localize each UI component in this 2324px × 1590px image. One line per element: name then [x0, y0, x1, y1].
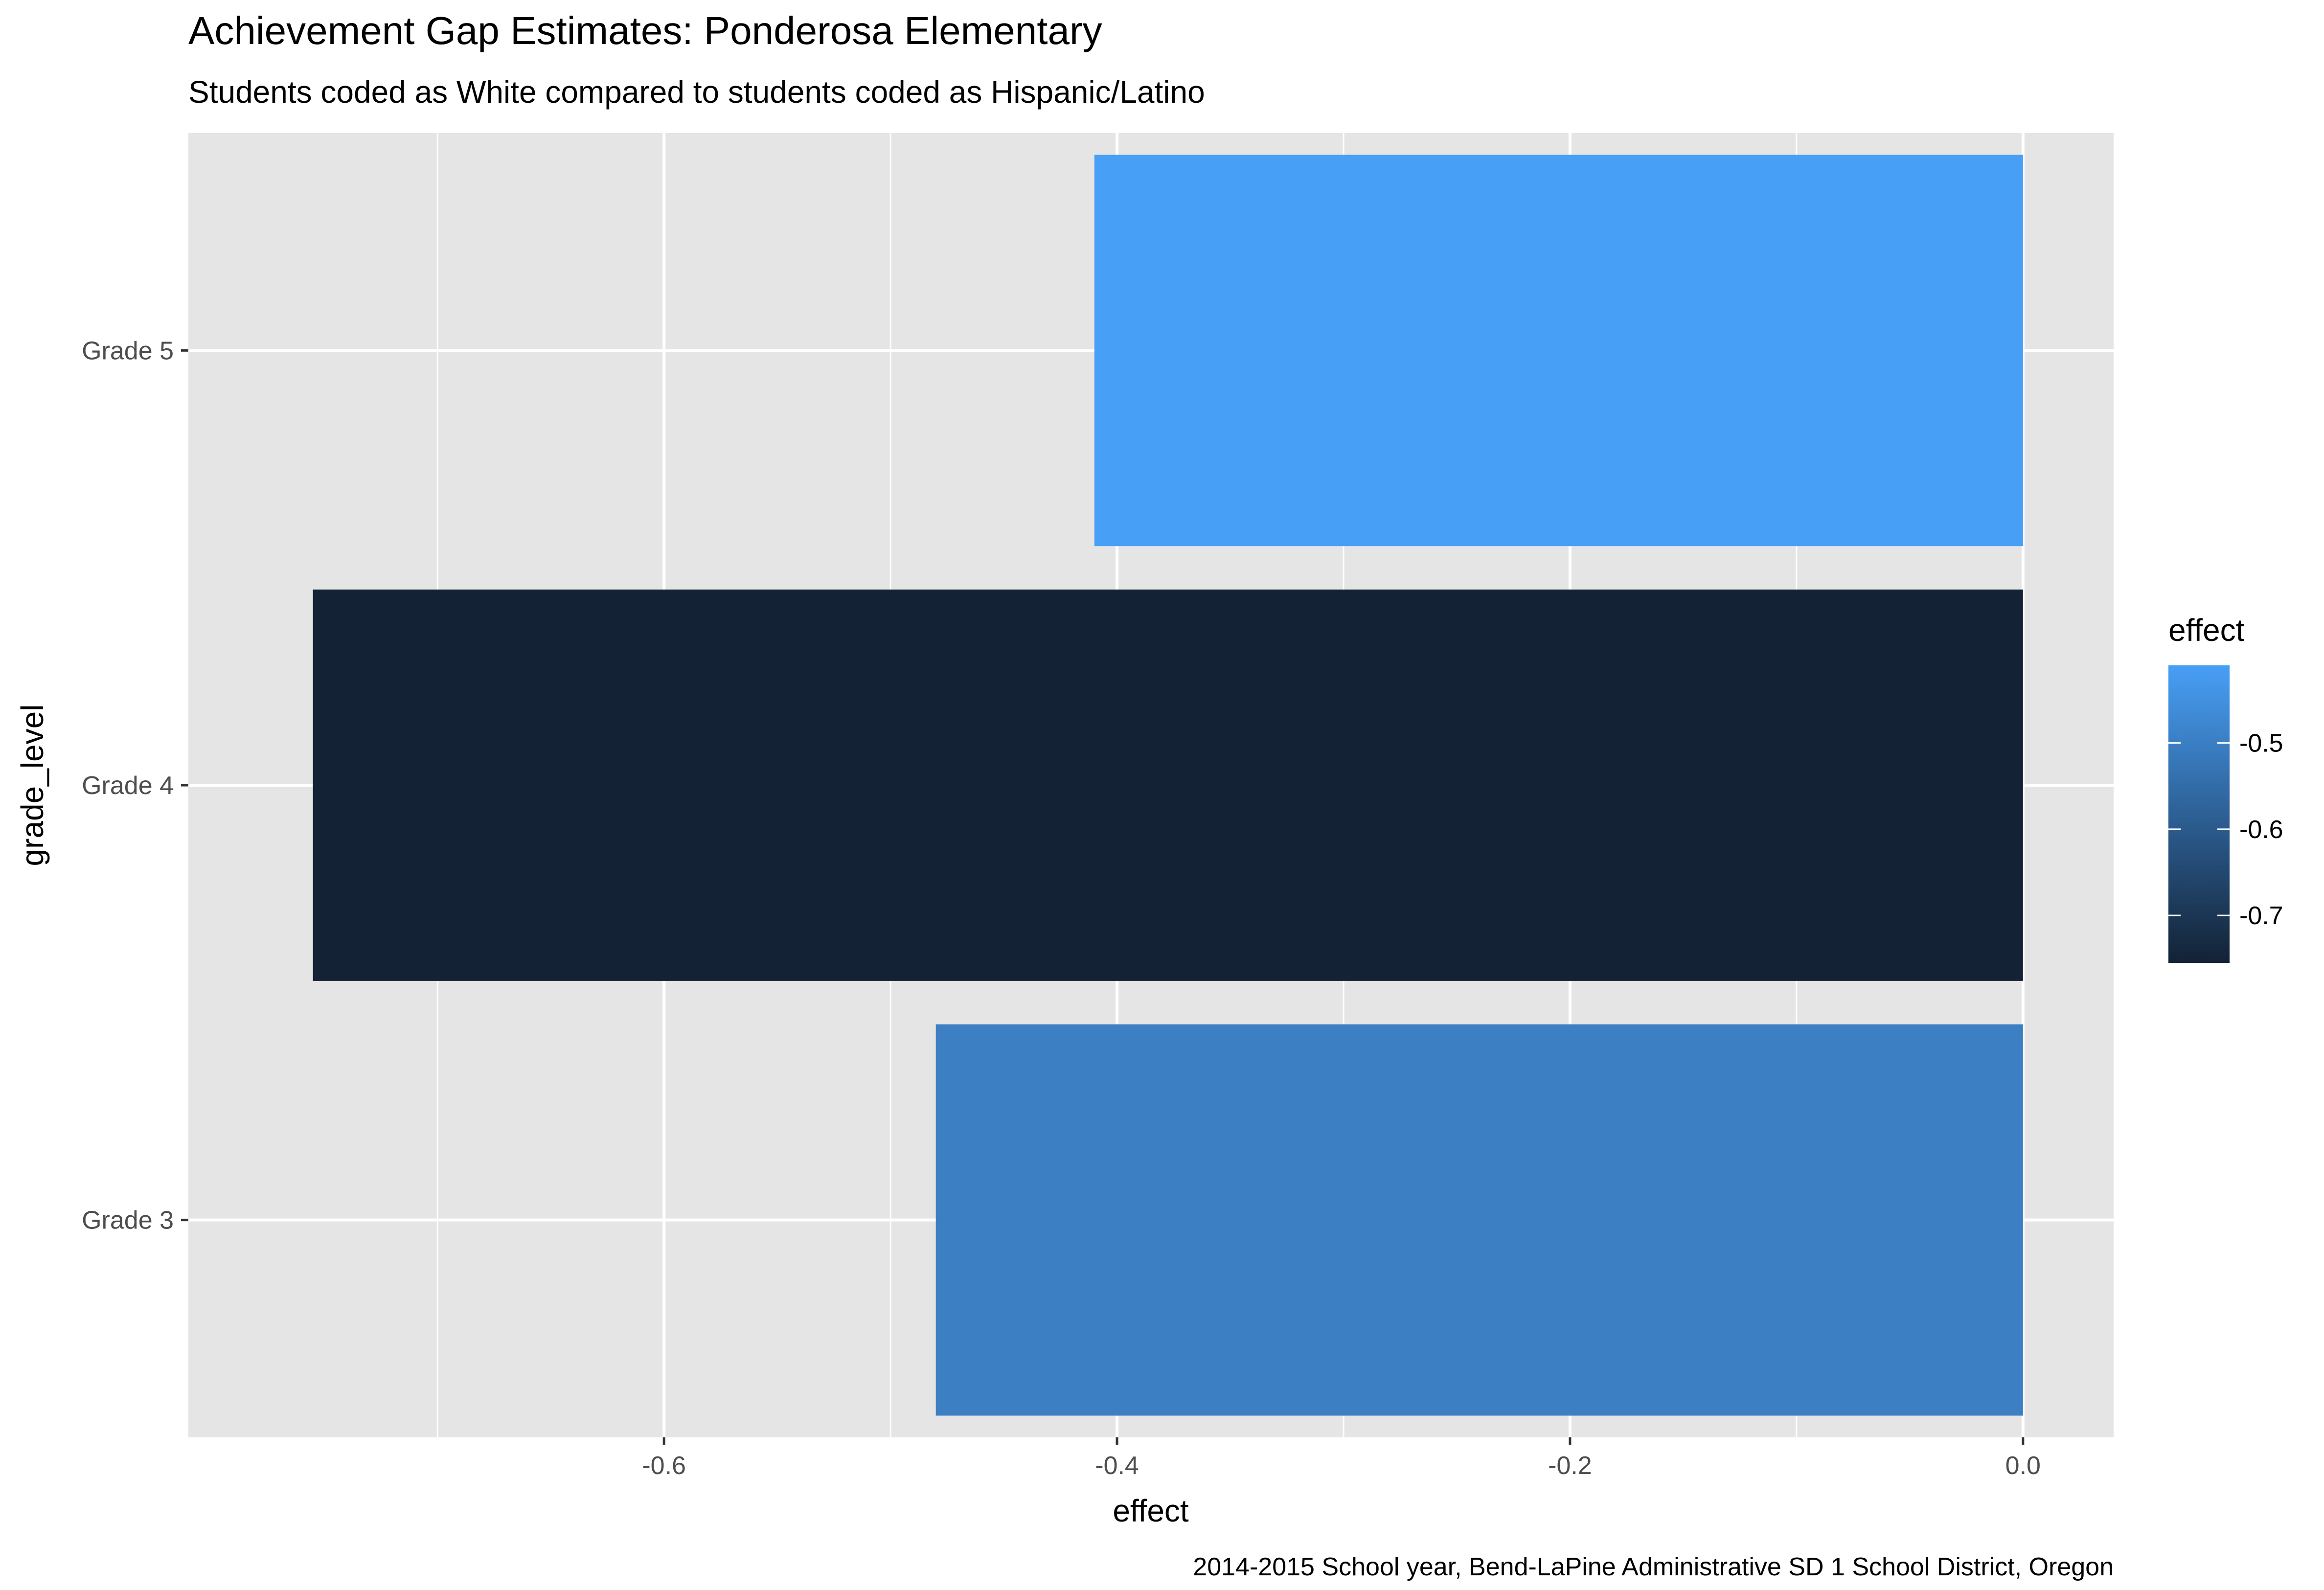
bar-grade-3	[935, 1024, 2023, 1416]
y-tick-label: Grade 5	[82, 337, 174, 365]
bar-grade-5	[1094, 155, 2023, 546]
legend-colorbar	[2168, 665, 2230, 963]
x-tick-label: -0.4	[1095, 1452, 1139, 1480]
chart-caption: 2014-2015 School year, Bend-LaPine Admin…	[1193, 1553, 2114, 1581]
chart-subtitle: Students coded as White compared to stud…	[188, 74, 1205, 110]
bar-grade-4	[313, 590, 2023, 981]
y-axis-title: grade_level	[15, 704, 50, 866]
x-axis-title: effect	[1113, 1493, 1189, 1528]
x-tick-label: 0.0	[2005, 1452, 2041, 1480]
x-tick-label: -0.6	[642, 1452, 686, 1480]
x-axis: -0.6 -0.4 -0.2 0.0	[642, 1437, 2041, 1480]
legend: effect -0.5 -0.6 -0.7	[2168, 613, 2283, 963]
chart-title: Achievement Gap Estimates: Ponderosa Ele…	[188, 9, 1102, 52]
legend-title: effect	[2168, 613, 2245, 648]
legend-tick-label: -0.5	[2239, 729, 2283, 758]
y-axis: Grade 3 Grade 4 Grade 5	[82, 337, 188, 1235]
y-tick-label: Grade 3	[82, 1206, 174, 1235]
bars	[313, 155, 2023, 1416]
legend-tick-label: -0.7	[2239, 902, 2283, 930]
y-tick-label: Grade 4	[82, 772, 174, 800]
legend-tick-label: -0.6	[2239, 816, 2283, 844]
x-tick-label: -0.2	[1548, 1452, 1592, 1480]
legend-ticks: -0.5 -0.6 -0.7	[2168, 729, 2283, 930]
